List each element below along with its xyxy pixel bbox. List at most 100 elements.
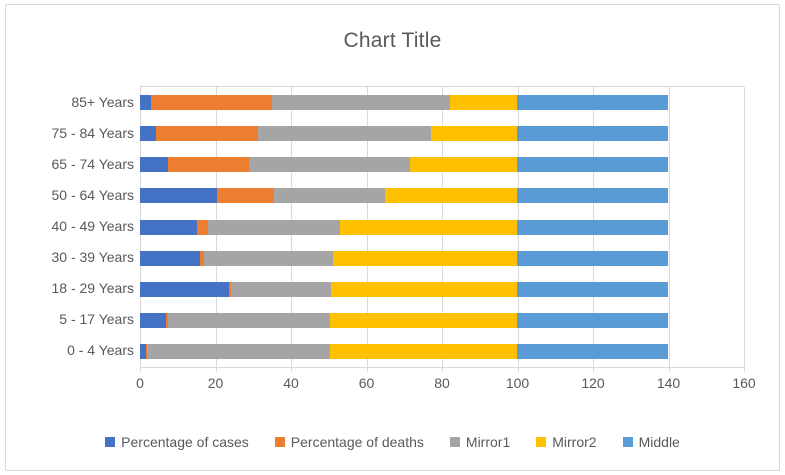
bar-segment	[140, 312, 167, 328]
bar-row-65-74years	[140, 157, 744, 173]
bar-segment	[517, 126, 669, 142]
y-axis-label: 75 - 84 Years	[51, 124, 134, 141]
bar-segment	[517, 343, 669, 359]
axis-tick-20	[215, 367, 217, 372]
y-axis-label: 5 - 17 Years	[59, 311, 134, 328]
legend-item-percentage-of-cases: Percentage of cases	[105, 434, 249, 450]
bar-segment	[517, 157, 669, 173]
plot-area	[140, 86, 745, 372]
bar-segment	[146, 343, 330, 359]
y-axis-label: 0 - 4 Years	[67, 342, 134, 359]
bar-segment	[140, 281, 229, 297]
bar-segment	[517, 312, 669, 328]
bar-segment	[258, 126, 431, 142]
axis-tick-160	[744, 367, 745, 372]
x-axis-labels: 0 20 40 60 80 100 120 140 160	[136, 375, 756, 393]
bar-segment	[517, 188, 669, 204]
bar-segment	[151, 95, 273, 111]
legend-item-percentage-of-deaths: Percentage of deaths	[274, 434, 424, 450]
legend-marker-icon	[105, 437, 116, 447]
legend-marker-icon	[449, 437, 460, 447]
x-axis-label: 160	[732, 375, 756, 391]
bar-segment	[207, 219, 341, 235]
legend-item-mirror2: Mirror2	[536, 434, 597, 450]
bar-segment	[449, 95, 518, 111]
bar-segment	[140, 250, 201, 266]
x-axis-label: 20	[207, 375, 224, 391]
axis-tick-120	[593, 367, 594, 372]
legend-item-middle: Middle	[622, 434, 680, 450]
y-axis-label: 30 - 39 Years	[51, 249, 134, 266]
bar-segment	[340, 219, 518, 235]
bar-segment	[156, 126, 259, 142]
bar-segment	[140, 219, 197, 235]
y-axis-label: 50 - 64 Years	[51, 186, 134, 203]
gridline-x-140	[668, 87, 670, 367]
bar-segment	[249, 157, 410, 173]
bar-segment	[330, 281, 518, 297]
bar-segment	[204, 250, 333, 266]
bar-row-40-49years	[140, 219, 744, 235]
x-axis-label: 100	[505, 375, 530, 391]
bar-row-85+years	[140, 95, 744, 111]
chart-title: Chart Title	[343, 29, 442, 52]
bar-row-50-64years	[140, 188, 744, 204]
bar-segment	[409, 157, 518, 173]
bar-segment	[329, 312, 518, 328]
chart-frame: Chart Title 85+ Years 75 - 84 Years 65 - 7…	[5, 4, 780, 471]
legend-label: Percentage of cases	[121, 434, 249, 450]
bar-segment	[274, 188, 386, 204]
bar-row-18-29years	[140, 281, 744, 297]
axis-tick-0	[140, 367, 141, 372]
bar-segment	[168, 157, 250, 173]
bar-segment	[517, 281, 669, 297]
legend-marker-icon	[536, 437, 547, 447]
bar-segment	[329, 343, 518, 359]
y-axis-label: 40 - 49 Years	[51, 217, 134, 234]
x-axis-label: 80	[434, 375, 450, 391]
bar-segment	[517, 95, 669, 111]
bar-segment	[385, 188, 518, 204]
legend-label: Percentage of deaths	[290, 434, 424, 450]
bar-row-5-17years	[140, 312, 744, 328]
bar-segment	[200, 250, 205, 266]
y-axis-label: 18 - 29 Years	[51, 280, 134, 297]
y-axis-label: 65 - 74 Years	[51, 155, 134, 172]
x-axis-label: 140	[656, 375, 681, 391]
gridline-x-160	[744, 87, 745, 367]
bar-segment	[517, 250, 669, 266]
bar-row-30-39years	[140, 250, 744, 266]
legend: Percentage of cases Percentage of deaths M…	[6, 434, 779, 450]
bar-segment	[230, 281, 331, 297]
bar-segment	[196, 219, 208, 235]
bar-segment	[430, 126, 518, 142]
axis-tick-140	[668, 367, 670, 372]
x-axis-label: 60	[358, 375, 375, 391]
x-axis-label: 120	[581, 375, 605, 391]
legend-marker-icon	[274, 437, 285, 447]
legend-item-mirror1: Mirror1	[449, 434, 511, 450]
y-axis-label: 85+ Years	[71, 93, 134, 110]
bar-segment	[272, 95, 450, 111]
axis-tick-100	[517, 367, 519, 372]
bar-segment	[332, 250, 518, 266]
bar-row-75-84years	[140, 126, 744, 142]
axis-tick-40	[291, 367, 292, 372]
bar-segment	[140, 343, 146, 359]
bar-segment	[140, 157, 169, 173]
bar-segment	[140, 126, 157, 142]
bar-segment	[140, 188, 218, 204]
axis-tick-80	[442, 367, 443, 372]
legend-label: Mirror2	[552, 434, 597, 450]
legend-label: Mirror1	[465, 434, 511, 450]
bar-segment	[145, 343, 147, 359]
bar-segment	[517, 219, 669, 235]
bar-segment	[166, 312, 168, 328]
bar-segment	[140, 95, 152, 111]
legend-marker-icon	[622, 437, 633, 447]
legend-label: Middle	[638, 434, 680, 450]
axis-tick-60	[366, 367, 368, 372]
x-axis-label: 0	[136, 375, 144, 391]
x-axis-label: 40	[283, 375, 299, 391]
y-axis-labels: 85+ Years 75 - 84 Years 65 - 74 Years 50 - …	[14, 86, 134, 366]
